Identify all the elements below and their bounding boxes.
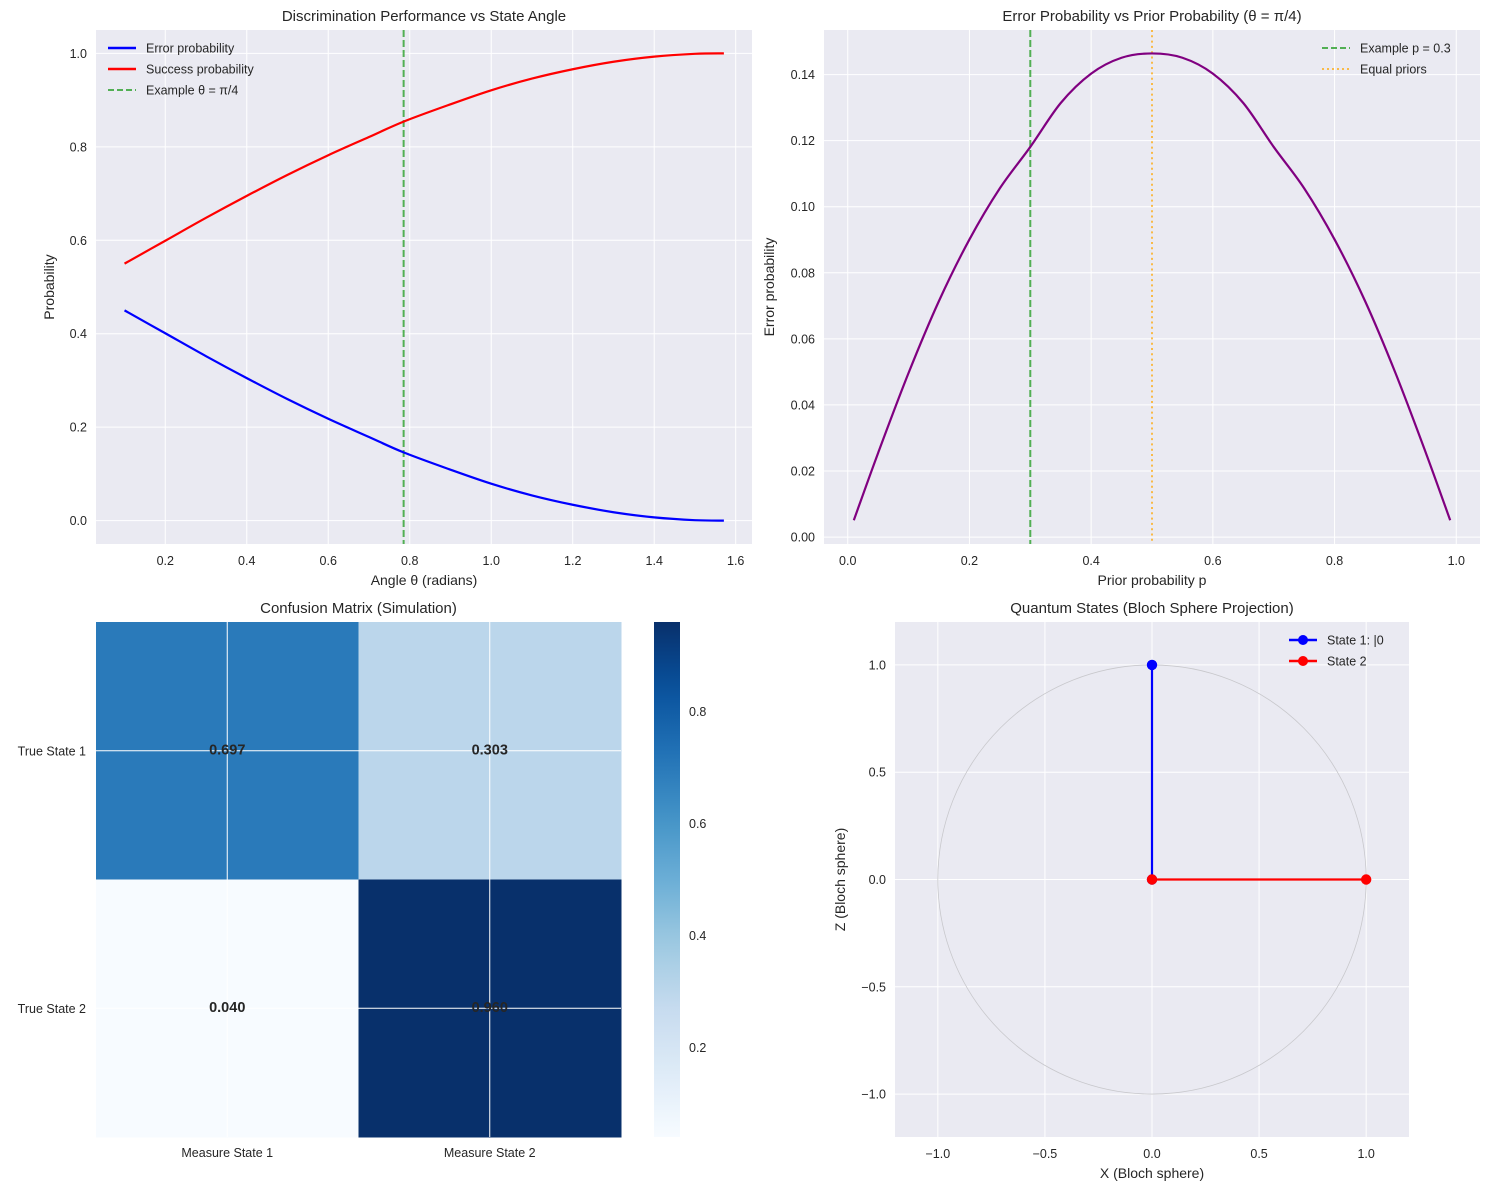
cell-value-label: 0.697 [209, 743, 245, 759]
x-tick-label: 0.6 [1204, 554, 1221, 568]
cell-value-label: 0.303 [472, 743, 508, 759]
colorbar-tick-label: 0.8 [689, 705, 706, 719]
chart-title: Error Probability vs Prior Probability (… [1002, 8, 1301, 25]
chart-0: 0.2 0.4 0.6 0.8 1.0 1.2 1.4 1.6 0.0 0.2 0.4 0.6 0.8 1… [41, 8, 752, 588]
y-axis-label: Error probability [761, 238, 777, 337]
x-tick-label: 0.5 [1250, 1147, 1267, 1161]
x-tick-label: 0.2 [961, 554, 978, 568]
legend-label: State 2 [1327, 655, 1367, 669]
legend-label: State 1: |0 [1327, 634, 1384, 648]
y-tick-label: 0.14 [791, 68, 815, 82]
y-tick-label: −1.0 [861, 1088, 886, 1102]
col-label: Measure State 1 [181, 1146, 273, 1160]
x-tick-label: 0.4 [238, 554, 255, 568]
colorbar [654, 622, 680, 1137]
legend: Error probability Success probability Exam… [108, 42, 254, 98]
x-tick-label: 1.6 [727, 554, 744, 568]
legend-label: Equal priors [1360, 63, 1427, 77]
chart-3: −1.0 −0.5 0.0 0.5 1.0 −1.0 −0.5 0.0 0.5 1.0 Quantu… [832, 600, 1409, 1181]
x-axis-label: Angle θ (radians) [371, 572, 478, 588]
legend-label: Example p = 0.3 [1360, 42, 1451, 56]
y-tick-label: 0.4 [70, 327, 87, 341]
y-tick-label: 0.8 [70, 140, 87, 154]
y-tick-label: −0.5 [861, 980, 886, 994]
legend-label: Success probability [146, 63, 254, 77]
y-tick-label: 1.0 [70, 47, 87, 61]
chart-1: 0.0 0.2 0.4 0.6 0.8 1.0 0.00 0.02 0.04 0.06 0.08 0.… [761, 8, 1480, 588]
series-line-0 [123, 309, 724, 522]
x-tick-label: 0.0 [1143, 1147, 1160, 1161]
y-tick-label: 0.04 [791, 398, 815, 412]
legend: State 1: |0 State 2 [1289, 634, 1384, 669]
x-tick-label: 1.0 [1357, 1147, 1374, 1161]
colorbar-tick-label: 0.4 [689, 929, 706, 943]
x-tick-label: 0.4 [1082, 554, 1099, 568]
chart-title: Discrimination Performance vs State Angl… [282, 8, 566, 25]
y-axis-label: Z (Bloch sphere) [832, 828, 848, 931]
series-line-0 [852, 52, 1452, 521]
x-tick-label: 0.8 [1326, 554, 1343, 568]
y-tick-label: 0.06 [791, 332, 815, 346]
y-axis-label: Probability [41, 254, 57, 319]
x-tick-label: −0.5 [1033, 1147, 1058, 1161]
series-point-1 [1360, 874, 1372, 885]
row-label: True State 1 [18, 744, 86, 758]
row-label: True State 2 [18, 1002, 86, 1016]
y-tick-label: 0.12 [791, 134, 815, 148]
plot-area [852, 30, 1452, 544]
legend-marker [1298, 635, 1308, 645]
chart-2: 0.697 0.303 0.040 0.960 True State 1 True Sta… [18, 600, 707, 1160]
series-line-1 [123, 52, 724, 265]
x-axis-label: Prior probability p [1098, 572, 1207, 588]
x-axis-label: X (Bloch sphere) [1100, 1165, 1204, 1181]
y-tick-label: 0.10 [791, 200, 815, 214]
legend-label: Error probability [146, 42, 235, 56]
y-tick-label: 0.6 [70, 234, 87, 248]
y-tick-label: 0.5 [869, 766, 886, 780]
y-tick-label: 0.08 [791, 266, 815, 280]
x-tick-label: 1.4 [646, 554, 663, 568]
x-tick-label: −1.0 [925, 1147, 950, 1161]
colorbar-tick-label: 0.2 [689, 1041, 706, 1055]
y-tick-label: 0.0 [869, 873, 886, 887]
plot-background [96, 30, 752, 544]
x-tick-label: 0.8 [401, 554, 418, 568]
legend-marker [1298, 656, 1308, 666]
series-point-0 [1146, 659, 1158, 671]
x-tick-label: 1.0 [1448, 554, 1465, 568]
cell-value-label: 0.960 [472, 1000, 508, 1016]
series-point-1 [1146, 874, 1158, 885]
y-tick-label: 0.2 [70, 421, 87, 435]
legend-label: Example θ = π/4 [146, 84, 238, 98]
y-tick-label: 1.0 [869, 658, 886, 672]
col-label: Measure State 2 [444, 1146, 536, 1160]
colorbar-tick-label: 0.6 [689, 817, 706, 831]
chart-title: Confusion Matrix (Simulation) [260, 600, 457, 617]
x-tick-label: 1.0 [483, 554, 500, 568]
plot-area [937, 659, 1372, 1095]
x-tick-label: 0.2 [157, 554, 174, 568]
plot-background [824, 30, 1480, 544]
x-tick-label: 0.0 [839, 554, 856, 568]
y-tick-label: 0.0 [70, 514, 87, 528]
chart-title: Quantum States (Bloch Sphere Projection) [1010, 600, 1293, 617]
legend: Example p = 0.3 Equal priors [1322, 42, 1451, 77]
plot-area [123, 30, 724, 544]
x-tick-label: 1.2 [564, 554, 581, 568]
cell-value-label: 0.040 [209, 1000, 245, 1016]
y-tick-label: 0.00 [791, 531, 815, 545]
y-tick-label: 0.02 [791, 464, 815, 478]
x-tick-label: 0.6 [320, 554, 337, 568]
